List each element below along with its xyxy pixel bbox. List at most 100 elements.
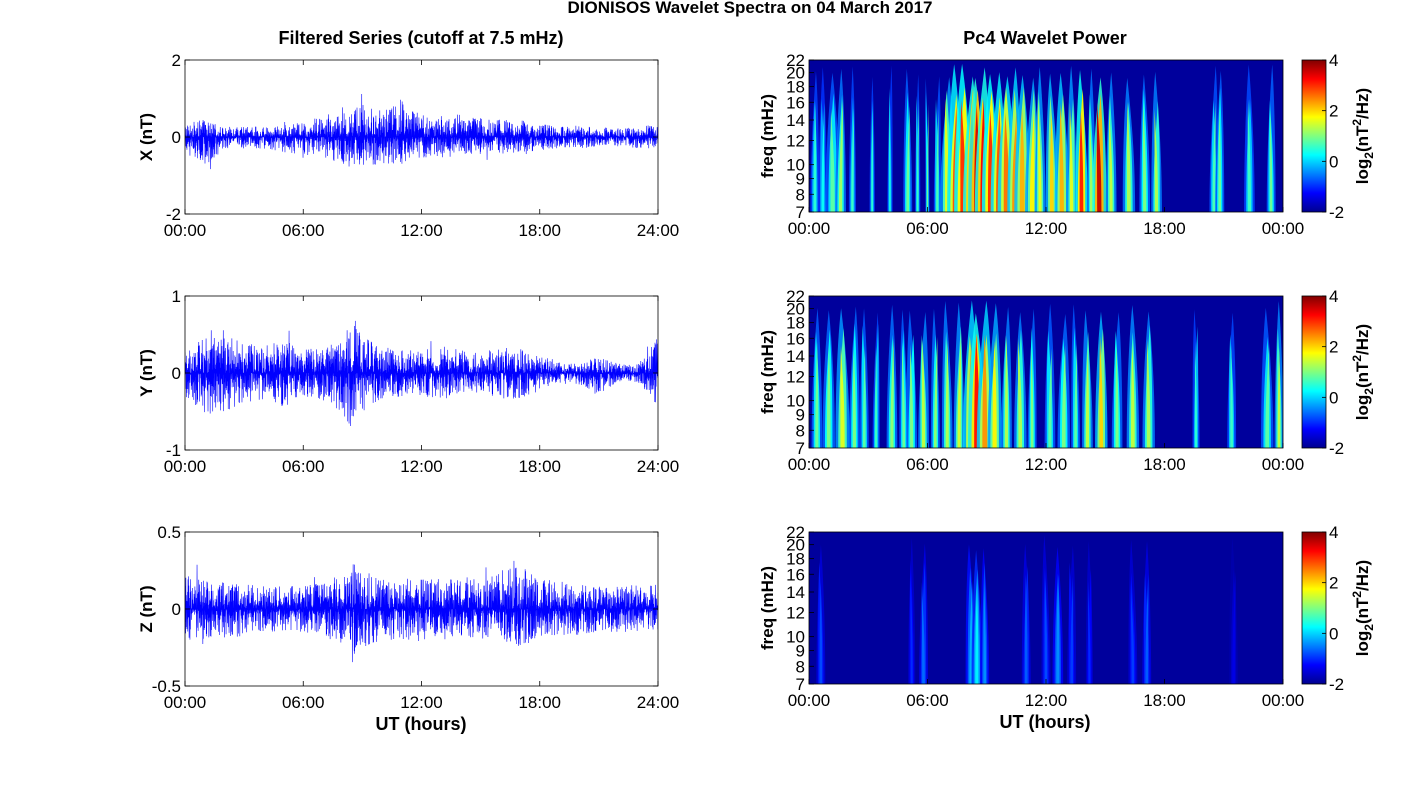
x-tick-label: 00:00 [1262, 691, 1305, 710]
y-tick-label: 10 [786, 392, 805, 411]
power-streak [813, 101, 817, 212]
y-tick-label: 1 [172, 287, 181, 306]
spectrum-streaks [811, 300, 1283, 448]
power-streak [1037, 98, 1042, 212]
power-streak [1269, 109, 1273, 212]
power-streak [906, 106, 910, 212]
series-panel-y: -1 0 1 00:00 06:00 12:00 18:00 24:00 Y (nT) [137, 287, 679, 476]
power-streak [890, 338, 894, 448]
colorbar-tick-label: 2 [1329, 338, 1338, 357]
colorbar-tick-label: 0 [1329, 152, 1338, 171]
power-streak [909, 344, 914, 448]
power-streak [975, 583, 979, 684]
colorbar-tick-label: -2 [1329, 439, 1344, 458]
y-tick-label: 14 [786, 111, 805, 130]
colorbar-tick-label: 4 [1329, 51, 1338, 70]
x-tick-label: 06:00 [282, 457, 325, 476]
colorbar-tick-label: 4 [1329, 287, 1338, 306]
series-panel-z: -0.5 0 0.5 00:00 06:00 12:00 18:00 24:00 Z (nT) [137, 523, 679, 712]
power-streak [851, 108, 854, 212]
power-streak [1130, 581, 1135, 684]
power-streak [957, 339, 961, 448]
figure-title: DIONISOS Wavelet Spectra on 04 March 201… [567, 0, 932, 17]
colorbar-gradient [1301, 295, 1327, 449]
colorbar-tick-label: 0 [1329, 624, 1338, 643]
power-streak [862, 345, 866, 448]
y-tick-label: 18 [786, 314, 805, 333]
series-trace [185, 320, 658, 427]
power-streak [1089, 109, 1093, 212]
power-streak [875, 345, 878, 448]
x-tick-label: 24:00 [637, 221, 680, 240]
power-streak [1109, 108, 1113, 212]
spectrum-streaks [816, 535, 1239, 684]
colorbar: -2 0 2 4 log2(nT2/Hz) [1301, 51, 1376, 222]
power-streak [1230, 343, 1233, 448]
y-tick-label: 2 [172, 51, 181, 70]
power-streak [1048, 348, 1052, 448]
power-streak [934, 336, 938, 448]
left-x-axis-label: UT (hours) [376, 714, 467, 734]
x-tick-label: 12:00 [1025, 691, 1068, 710]
x-tick-label: 00:00 [788, 219, 831, 238]
power-streak [830, 108, 835, 212]
y-tick-label: 20 [786, 300, 805, 319]
power-streak [1024, 574, 1028, 684]
power-streak [1146, 338, 1151, 448]
power-streak [1085, 347, 1090, 448]
power-streak [819, 582, 823, 684]
colorbar-tick-label: 2 [1329, 102, 1338, 121]
y-tick-label: 7 [796, 675, 805, 694]
power-streak [1079, 109, 1084, 212]
power-streak [921, 582, 925, 684]
x-tick-label: 00:00 [788, 455, 831, 474]
power-streak [1232, 571, 1236, 684]
power-streak [1265, 343, 1270, 448]
power-streak [1099, 335, 1104, 448]
y-tick-label: 9 [796, 642, 805, 661]
y-tick-label: 18 [786, 550, 805, 569]
x-tick-label: 12:00 [400, 693, 443, 712]
power-streak [1019, 107, 1025, 212]
y-tick-label: 0.5 [157, 523, 181, 542]
colorbar-tick-label: 4 [1329, 523, 1338, 542]
y-tick-label: 14 [786, 347, 805, 366]
power-streak [821, 102, 825, 212]
power-streak [1056, 574, 1060, 684]
power-streak [871, 109, 873, 212]
power-streak [840, 345, 845, 448]
power-streak [826, 345, 831, 448]
power-streak [1017, 337, 1023, 448]
y-axis-label: freq (mHz) [758, 330, 777, 414]
power-streak [1044, 578, 1048, 684]
y-tick-label: 9 [796, 170, 805, 189]
y-tick-label: 8 [796, 421, 805, 440]
power-streak [1247, 99, 1252, 212]
colorbar-tick-label: -2 [1329, 675, 1344, 694]
x-tick-label: 12:00 [400, 221, 443, 240]
power-streak [1142, 102, 1147, 212]
y-tick-label: 20 [786, 536, 805, 555]
colorbar-label: log2(nT2/Hz) [1350, 88, 1376, 184]
left-column-title: Filtered Series (cutoff at 7.5 mHz) [278, 28, 563, 48]
x-tick-label: 00:00 [1262, 219, 1305, 238]
y-tick-label: -2 [166, 205, 181, 224]
x-tick-label: 00:00 [1262, 455, 1305, 474]
power-streak [1030, 346, 1034, 448]
power-streak [815, 341, 819, 448]
x-tick-label: 00:00 [788, 691, 831, 710]
y-axis-label: X (nT) [137, 113, 156, 161]
power-streak [1050, 112, 1054, 212]
colorbar-tick-label: 0 [1329, 388, 1338, 407]
x-tick-label: 12:00 [1025, 455, 1068, 474]
power-streak [1004, 334, 1009, 448]
x-tick-label: 24:00 [637, 693, 680, 712]
power-streak [1154, 108, 1159, 212]
power-streak [1194, 341, 1198, 448]
y-tick-label: 12 [786, 367, 805, 386]
y-tick-label: -0.5 [152, 677, 181, 696]
series-trace [185, 560, 658, 663]
colorbar: -2 0 2 4 log2(nT2/Hz) [1301, 523, 1376, 694]
